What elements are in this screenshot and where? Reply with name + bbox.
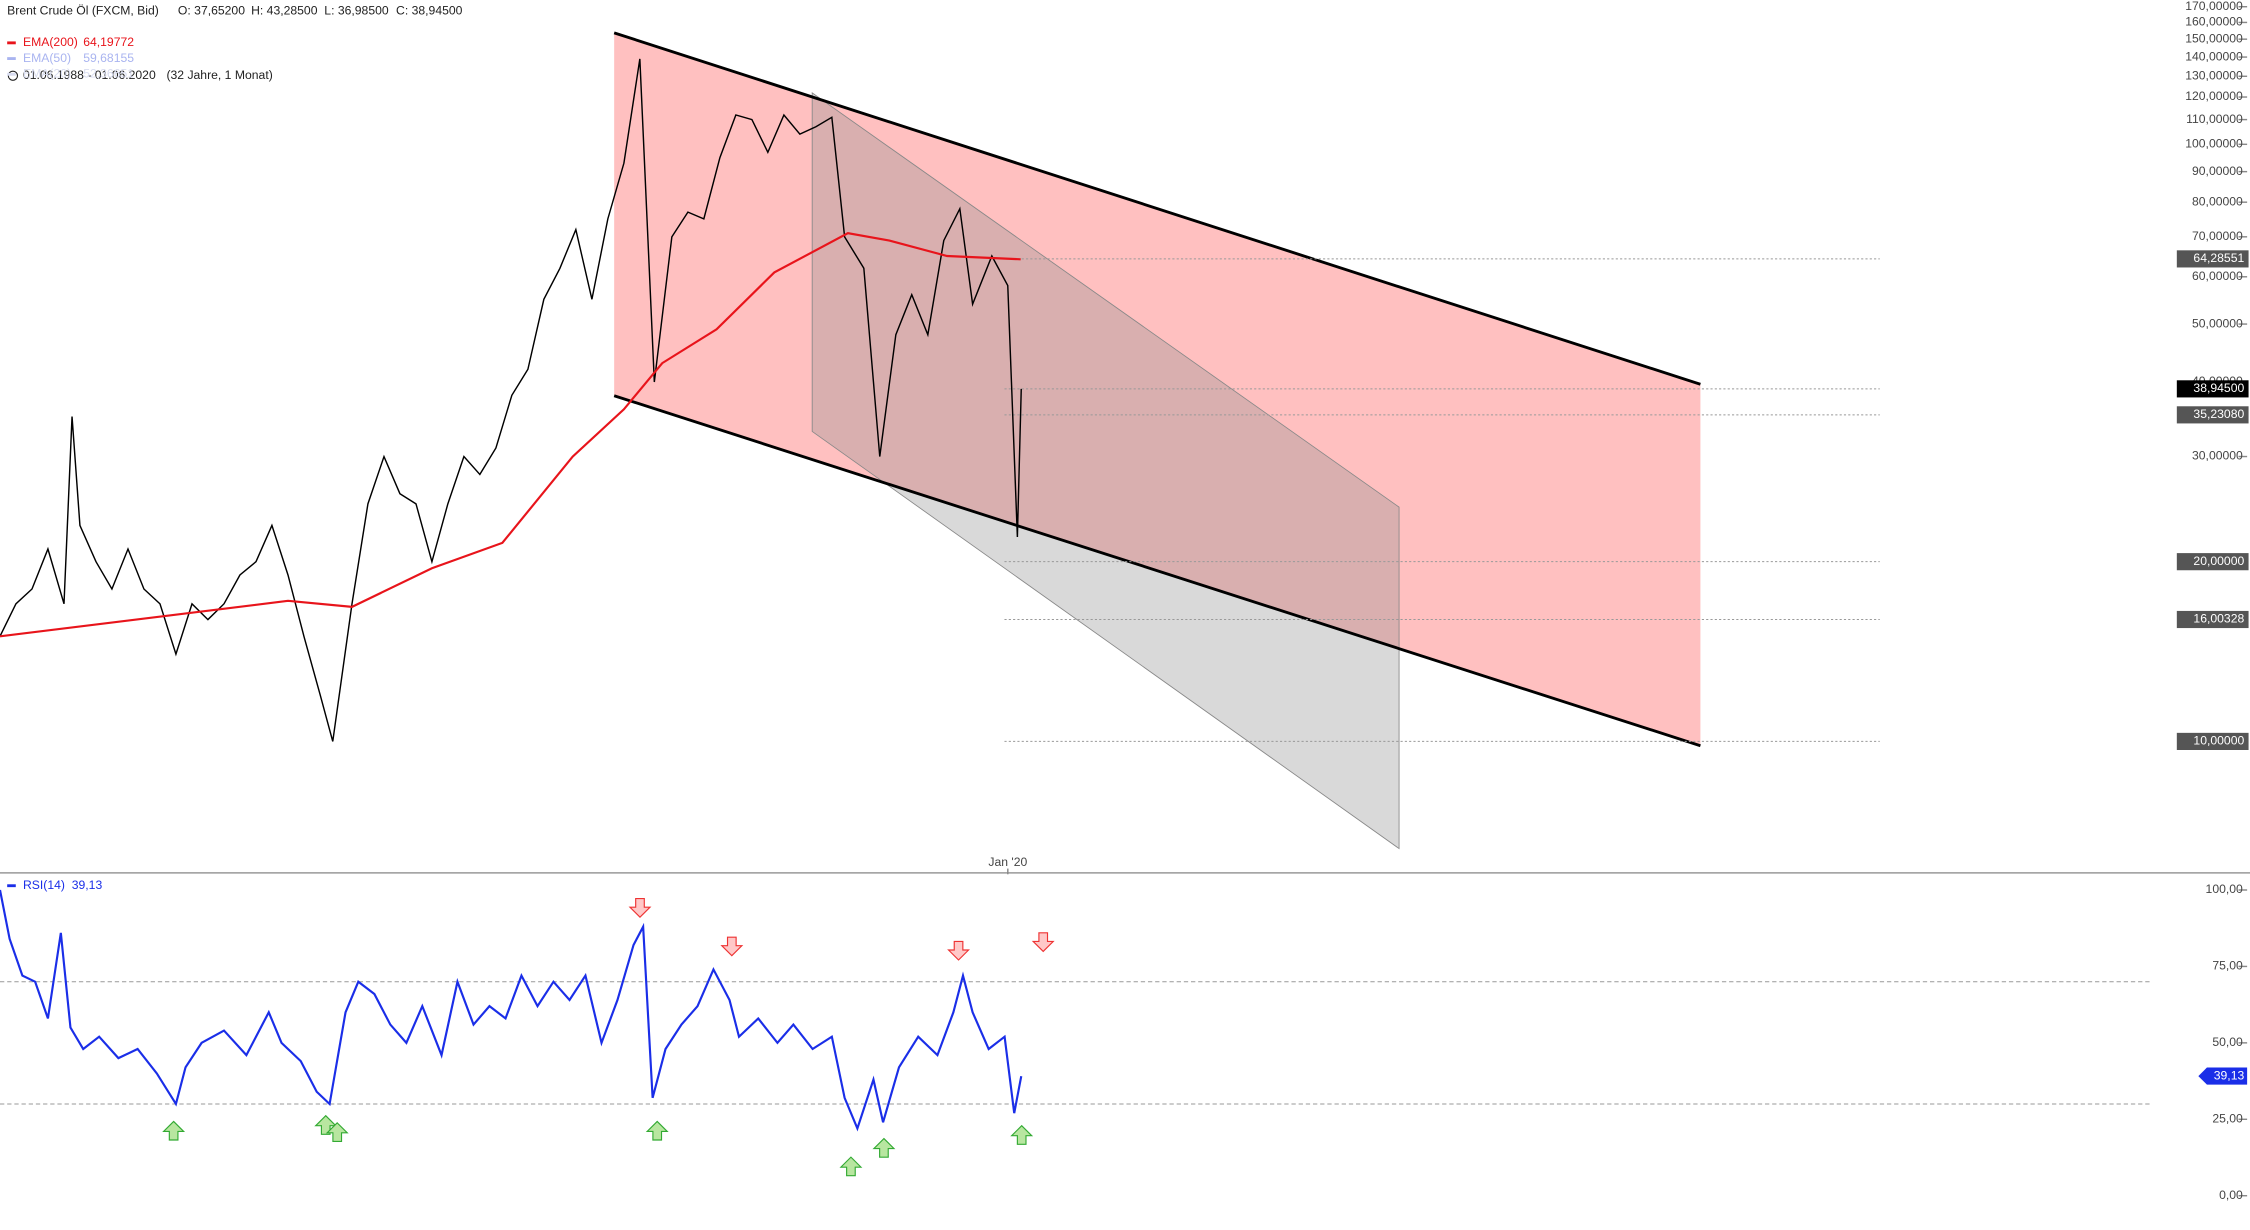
y-tick-label: 75,00 [2212,959,2243,973]
legend-name: EMA(200) [23,35,78,49]
ohlc-high: H: 43,28500 [251,4,318,18]
level-label: 38,94500 [2193,381,2244,395]
y-tick-label: 100,00000 [2185,137,2243,151]
signal-arrows [162,898,1055,1177]
y-tick-label: 50,00000 [2192,316,2243,330]
buy-arrow [162,1120,186,1141]
level-box [2176,610,2249,629]
instrument: Brent Crude Öl (FXCM, Bid) [7,4,159,18]
legend-value: 39,13 [72,878,103,892]
channel-bottom [613,394,1701,748]
series-line [0,889,1023,1132]
level-box [2176,553,2249,571]
legend-name: EMA(50) [23,51,71,65]
y-tick-label: 160,00000 [2185,15,2243,29]
y-tick-label: 90,00000 [2192,164,2243,178]
sell-arrow [720,936,744,957]
level-box [2176,406,2249,424]
channel-top [613,31,1701,386]
y-tick-label: 50,00 [2212,1035,2243,1049]
level-label: 20,00000 [2193,554,2244,568]
x-tick-label: Jan '20 [988,855,1027,869]
level-label: 10,00000 [2193,734,2244,748]
level-box [2176,732,2249,750]
date-span: (32 Jahre, 1 Monat) [166,68,272,82]
sell-arrow [628,898,652,918]
legend-value: 52,36651 [83,67,134,81]
buy-arrow [1010,1124,1034,1145]
y-tick-label: 70,00000 [2192,229,2243,243]
level-label: 64,28551 [2193,251,2244,265]
legend-value: 64,19772 [83,35,134,49]
level-box [2176,250,2249,268]
legend-name: RSI(14) [23,878,65,892]
level-label: 35,23080 [2193,407,2244,421]
y-tick-label: 110,00000 [2186,112,2243,126]
y-tick-label: 80,00000 [2192,194,2243,208]
buy-arrow [325,1122,349,1142]
ohlc-open: O: 37,65200 [178,4,245,18]
current-value-box [2198,1067,2248,1085]
ohlc-low: L: 36,98500 [324,4,389,18]
legend-value: 59,68155 [83,51,134,65]
ohlc-close: C: 38,94500 [396,4,463,18]
series-line [0,232,1021,638]
y-tick-label: 30,00000 [2192,449,2243,463]
y-tick-label: 0,00 [2219,1188,2243,1202]
y-tick-label: 150,00000 [2185,31,2243,45]
buy-arrow [839,1156,863,1177]
buy-arrow [645,1120,669,1141]
projection-area [811,92,1400,850]
y-tick-label: 100,00 [2206,882,2244,896]
y-tick-label: 120,00000 [2185,89,2243,103]
level-box [2176,380,2249,398]
y-tick-label: 25,00 [2212,1112,2243,1126]
y-tick-label: 130,00000 [2185,69,2243,83]
legend-name: EMA(20) [23,67,71,81]
level-label: 16,00328 [2193,612,2244,626]
buy-arrow [872,1137,896,1158]
y-tick-label: 60,00000 [2192,269,2243,283]
sell-arrow [1031,932,1055,953]
date-range: 01.06.1988 - 01.06.2020 [23,68,156,82]
current-value-label: 39,13 [2214,1068,2245,1082]
y-tick-label: 170,00000 [2185,0,2243,13]
sell-arrow [947,940,970,961]
y-tick-label: 140,00000 [2185,49,2243,63]
series-line [0,58,1022,742]
